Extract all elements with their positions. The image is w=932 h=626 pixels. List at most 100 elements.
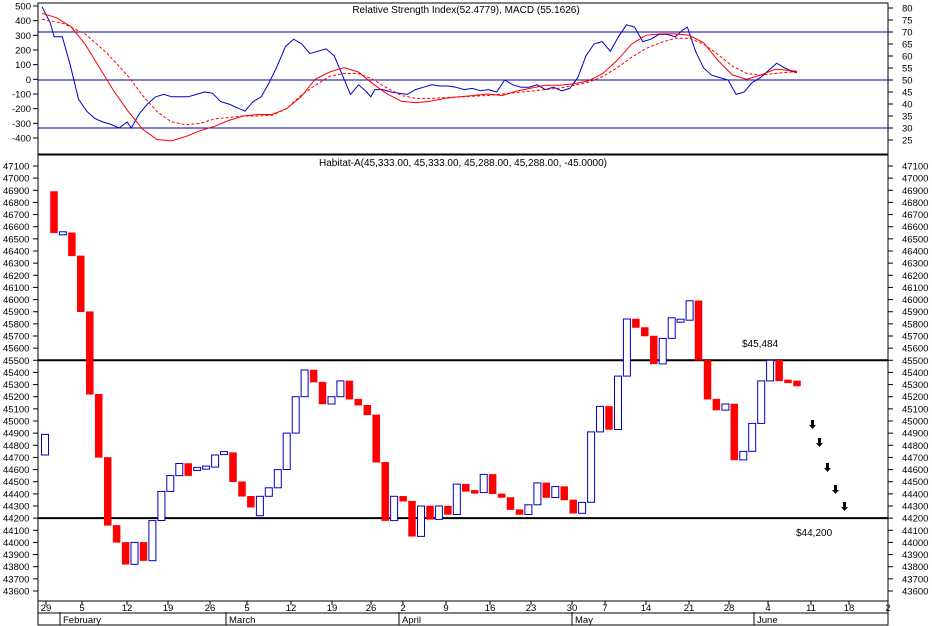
candle-down (399, 496, 407, 502)
candle-up (685, 300, 694, 321)
candle-down (139, 542, 148, 561)
candle-down (238, 481, 246, 497)
price-tick-label: 44400 (3, 489, 29, 500)
down-arrow-icons (809, 420, 848, 511)
candle-down (497, 493, 506, 498)
candle-up (336, 380, 345, 398)
down-arrow-icon (824, 463, 831, 472)
candle-down (775, 360, 783, 382)
date-axis: 29 5 12 19 26 5 12 19 26 2 9 16 23 30 7 14 21 28 4 11 18 2Feb… (38, 601, 891, 626)
price-tick-label: 45200 (902, 392, 928, 403)
candle-down (605, 406, 613, 430)
rsi-tick-label: 30 (902, 124, 913, 135)
price-tick-label: 43600 (902, 587, 928, 598)
candle-up (524, 504, 533, 515)
price-tick-label: 44000 (3, 538, 29, 549)
candle-down (793, 380, 801, 387)
candle-up (667, 317, 676, 339)
candle-up (596, 405, 604, 433)
candle-down (184, 463, 192, 476)
candle-down (372, 414, 380, 463)
price-tick-label: 46800 (902, 198, 928, 209)
candle-down (650, 335, 658, 365)
price-tick-label: 47000 (3, 174, 29, 185)
price-tick-label: 46800 (3, 198, 29, 209)
month-label: May (575, 615, 593, 626)
macd-tick-label: 200 (15, 46, 31, 57)
price-tick-label: 46700 (902, 210, 928, 221)
price-tick-label: 44100 (3, 526, 29, 537)
candle-up (614, 375, 622, 431)
rsi-tick-label: 80 (902, 4, 913, 15)
candle-down (86, 311, 94, 395)
price-tick-label: 44700 (902, 453, 928, 464)
macd-tick-label: 500 (15, 2, 31, 13)
price-tick-label: 47100 (3, 162, 29, 173)
candle-up (202, 465, 211, 470)
price-tick-label: 43700 (902, 574, 928, 585)
day-label: 5 (79, 603, 84, 614)
macd-axis: 500 400 300 200 100 0 -100 -200 -300 -400 (12, 2, 38, 145)
rsi-line (41, 6, 798, 129)
candle-down (247, 496, 255, 508)
indicator-reference-lines (38, 31, 888, 129)
day-label: 5 (244, 603, 249, 614)
rsi-tick-label: 50 (902, 76, 913, 87)
rsi-tick-label: 65 (902, 40, 913, 51)
price-tick-label: 45900 (902, 307, 928, 318)
candle-up (175, 463, 184, 477)
candle-up (166, 475, 175, 492)
price-title: Habitat-A(45,333.00, 45,333.00, 45,288.0… (319, 158, 607, 169)
price-tick-label: 43800 (3, 562, 29, 573)
macd-tick-label: -200 (12, 104, 31, 115)
day-label: 2 (885, 603, 890, 614)
day-label: 19 (327, 603, 338, 614)
macd-tick-label: 300 (15, 31, 31, 42)
rsi-tick-label: 40 (902, 100, 913, 111)
price-tick-label: 46700 (3, 210, 29, 221)
month-label: March (229, 615, 255, 626)
macd-tick-label: -100 (12, 90, 31, 101)
price-tick-label: 44500 (902, 477, 928, 488)
candle-down (470, 490, 479, 494)
candle-down (703, 360, 712, 400)
day-label: 18 (844, 603, 855, 614)
price-tick-label: 43800 (902, 562, 928, 573)
candle-down (560, 486, 568, 501)
candle-down (730, 403, 739, 461)
candle-down (112, 525, 121, 543)
day-label: 26 (366, 603, 377, 614)
day-label: 11 (806, 603, 816, 614)
day-label: 26 (205, 603, 216, 614)
rsi-tick-label: 35 (902, 112, 913, 123)
candle-up (721, 403, 730, 411)
rsi-tick-label: 45 (902, 88, 913, 99)
candle-down (462, 483, 470, 492)
down-arrow-icon (832, 485, 839, 494)
price-tick-label: 45700 (3, 332, 29, 343)
down-arrow-icon (841, 502, 848, 511)
candle-down (426, 505, 434, 520)
candle-up (479, 473, 488, 494)
day-label: 4 (765, 603, 770, 614)
down-arrow-icon (816, 438, 823, 447)
price-tick-label: 45800 (3, 319, 29, 330)
price-tick-label: 44300 (3, 502, 29, 513)
candle-up (291, 396, 300, 434)
candle-up (300, 369, 309, 398)
candle-down (569, 499, 577, 514)
candle-down (784, 379, 792, 384)
candle-down (94, 394, 103, 458)
macd-tick-label: 400 (15, 16, 31, 27)
rsi-tick-label: 55 (902, 64, 913, 75)
price-panel-frame (37, 154, 889, 602)
price-tick-label: 43900 (3, 550, 29, 561)
candle-up (417, 505, 425, 537)
indicator-panel-frame (37, 2, 889, 155)
candlesticks (41, 191, 801, 565)
candle-up (220, 451, 228, 456)
macd-tick-label: 0 (26, 75, 31, 86)
price-tick-label: 44500 (3, 477, 29, 488)
price-tick-label: 44200 (902, 514, 928, 525)
